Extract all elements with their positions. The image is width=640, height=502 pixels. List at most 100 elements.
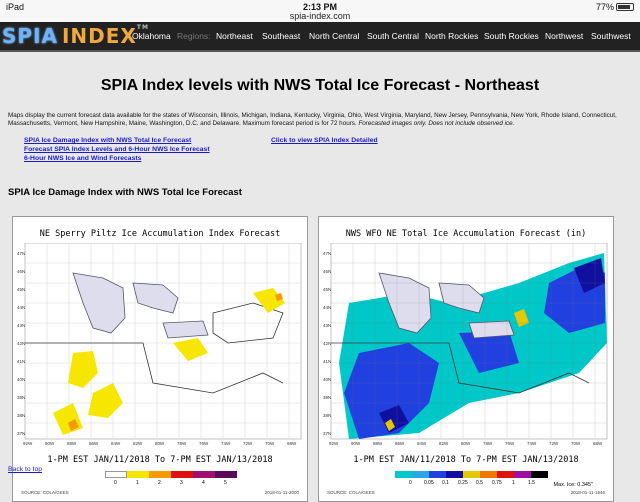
top-navigation: SPIA INDEXTM Oklahoma Regions: Northeast … <box>0 22 640 52</box>
battery-icon <box>616 3 634 11</box>
battery-indicator: 77% <box>596 2 634 12</box>
legend-label: 3 <box>180 480 183 486</box>
back-to-top-link[interactable]: Back to top <box>8 466 43 473</box>
legend-swatch <box>412 471 429 478</box>
lat-label: 46N <box>323 269 332 274</box>
nav-south-rockies[interactable]: South Rockies <box>484 31 539 41</box>
lon-label: 80W <box>461 441 471 446</box>
lon-label: 72W <box>243 441 253 446</box>
lon-label: 92W <box>23 441 33 446</box>
logo-index: INDEX <box>61 24 137 48</box>
spia-legend <box>105 471 237 478</box>
nav-south-central[interactable]: South Central <box>367 31 419 41</box>
lon-label: 92W <box>329 441 339 446</box>
legend-swatch <box>395 471 412 478</box>
legend-label: 0 <box>114 480 117 486</box>
nav-north-rockies[interactable]: North Rockies <box>425 31 479 41</box>
legend-swatch <box>463 471 480 478</box>
link-6hour-ice-wind[interactable]: 6-Hour NWS Ice and Wind Forecasts <box>24 155 142 162</box>
page-description: Maps display the current forecast data a… <box>8 112 632 128</box>
lon-label: 68W <box>287 441 297 446</box>
nav-north-central[interactable]: North Central <box>309 31 360 41</box>
lon-label: 68W <box>593 441 603 446</box>
lon-label: 74W <box>221 441 231 446</box>
nws-ice-map[interactable]: NWS WFO NE Total Ice Accumulation Foreca… <box>318 216 614 502</box>
logo-spia: SPIA <box>2 24 58 48</box>
spia-logo[interactable]: SPIA INDEXTM <box>2 24 148 50</box>
lat-label: 44N <box>17 305 26 310</box>
lon-label: 90W <box>351 441 361 446</box>
map-timestamp: 2018-01-11-1946 <box>570 490 605 495</box>
nav-southwest[interactable]: Southwest <box>591 31 631 41</box>
legend-swatch <box>480 471 497 478</box>
link-ice-damage-index[interactable]: SPIA Ice Damage Index with NWS Total Ice… <box>24 137 192 144</box>
page-title: SPIA Index levels with NWS Total Ice For… <box>100 77 540 94</box>
lon-label: 86W <box>395 441 405 446</box>
battery-percent: 77% <box>595 2 614 12</box>
lat-label: 43N <box>323 323 332 328</box>
page-content: SPIA Index levels with NWS Total Ice For… <box>0 54 640 502</box>
lat-label: 42N <box>323 341 332 346</box>
ice-legend <box>395 471 548 478</box>
spia-map-graphic <box>24 243 302 440</box>
nav-northwest[interactable]: Northwest <box>545 31 584 41</box>
legend-swatch <box>105 471 127 478</box>
nav-oklahoma[interactable]: Oklahoma <box>132 31 171 41</box>
section-title: SPIA Ice Damage Index with NWS Total Ice… <box>8 187 242 198</box>
lon-label: 76W <box>505 441 515 446</box>
legend-label: 0.75 <box>492 480 502 486</box>
lon-label: 82W <box>439 441 449 446</box>
nav-northeast[interactable]: Northeast <box>216 31 253 41</box>
logo-tm: TM <box>136 24 149 31</box>
lat-label: 46N <box>17 269 26 274</box>
device-label: iPad <box>6 2 25 12</box>
lat-label: 37N <box>323 431 332 436</box>
link-forecast-spia-levels[interactable]: Forecast SPIA Index Levels and 6-Hour NW… <box>24 146 210 153</box>
lon-label: 88W <box>373 441 383 446</box>
legend-label: 5 <box>224 480 227 486</box>
lon-label: 70W <box>265 441 275 446</box>
legend-label: 0.25 <box>458 480 468 486</box>
lat-label: 47N <box>323 251 332 256</box>
max-ice-label: Max. Ice: 0.345" <box>553 482 593 488</box>
clock: 2:13 PM <box>302 2 337 12</box>
spia-index-map[interactable]: NE Sperry Piltz Ice Accumulation Index F… <box>12 216 308 502</box>
legend-label: 0.05 <box>424 480 434 486</box>
legend-label: 1 <box>136 480 139 486</box>
lon-label: 70W <box>571 441 581 446</box>
legend-swatch <box>429 471 446 478</box>
link-spia-detailed[interactable]: Click to view SPIA Index Detailed <box>271 137 378 144</box>
map-source: SOURCE: COLA/GEES <box>21 490 69 495</box>
url-bar[interactable]: spia-index.com <box>289 11 351 21</box>
lon-label: 82W <box>133 441 143 446</box>
legend-swatch <box>127 471 149 478</box>
lat-label: 47N <box>17 251 26 256</box>
legend-label: 0 <box>409 480 412 486</box>
description-text: Maps display the current forecast data a… <box>8 112 617 127</box>
map-title: NWS WFO NE Total Ice Accumulation Foreca… <box>345 229 587 239</box>
map-title: NE Sperry Piltz Ice Accumulation Index F… <box>39 229 281 239</box>
lat-label: 37N <box>17 431 26 436</box>
nws-map-graphic <box>330 243 608 440</box>
lat-label: 45N <box>17 287 26 292</box>
nav-southeast[interactable]: Southeast <box>262 31 301 41</box>
lon-label: 84W <box>111 441 121 446</box>
legend-swatch <box>514 471 531 478</box>
lat-label: 41N <box>323 359 332 364</box>
legend-swatch <box>171 471 193 478</box>
lon-label: 72W <box>549 441 559 446</box>
lat-label: 41N <box>17 359 26 364</box>
lon-label: 84W <box>417 441 427 446</box>
lat-label: 40N <box>17 377 26 382</box>
lon-label: 88W <box>67 441 77 446</box>
lat-label: 38N <box>17 413 26 418</box>
lat-label: 40N <box>323 377 332 382</box>
lon-label: 90W <box>45 441 55 446</box>
description-note: Forecasted images only. Does not include… <box>358 120 515 127</box>
lat-label: 42N <box>17 341 26 346</box>
legend-label: 1 <box>512 480 515 486</box>
lat-label: 39N <box>323 395 332 400</box>
nav-regions-label: Regions: <box>177 31 211 41</box>
ios-status-bar: iPad 2:13 PM spia-index.com 77% <box>0 0 640 22</box>
legend-swatch <box>215 471 237 478</box>
